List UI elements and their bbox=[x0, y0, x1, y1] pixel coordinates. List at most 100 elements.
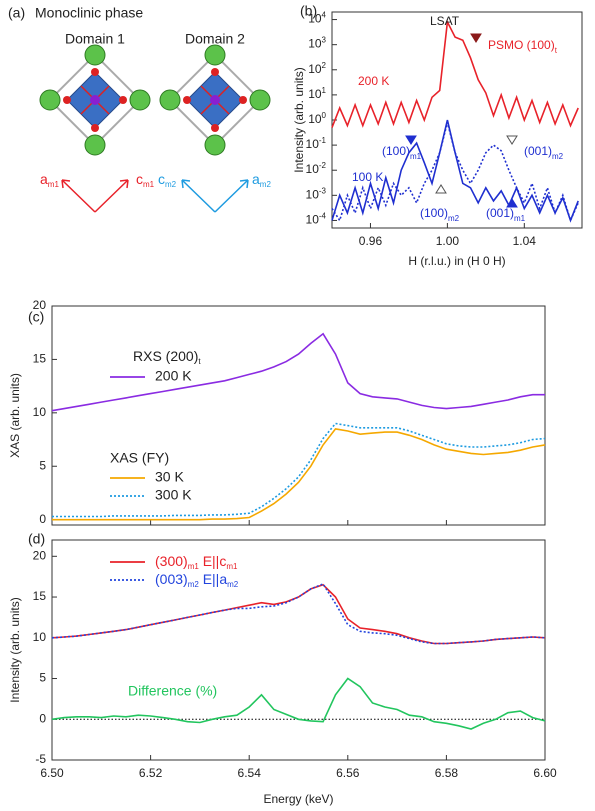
legend-label: 300 K bbox=[155, 487, 192, 503]
annotation: PSMO (100)t bbox=[488, 38, 558, 54]
y-tick-label: 15 bbox=[33, 589, 47, 603]
x-tick-label: 1.04 bbox=[513, 234, 537, 248]
legend-label: 200 K bbox=[155, 368, 192, 384]
domain-2-axes bbox=[181, 179, 249, 213]
legend-label-part: (003) bbox=[155, 571, 188, 587]
data-line bbox=[51, 583, 546, 645]
y-tick-label-part: 10 bbox=[308, 12, 322, 26]
axis-label-part: c bbox=[136, 171, 143, 187]
y-tick-label-part: 0 bbox=[322, 111, 327, 120]
y-tick-label: 15 bbox=[33, 352, 47, 366]
axis-label: cm1 bbox=[136, 171, 155, 189]
x-tick-label: 6.54 bbox=[238, 766, 262, 780]
panel-label: (c) bbox=[28, 309, 44, 325]
y-tick-label: 10-3 bbox=[306, 186, 327, 202]
legend-title: RXS (200)t bbox=[133, 348, 201, 366]
y-tick-label: 10-4 bbox=[306, 211, 327, 227]
annotation-part: (100) bbox=[382, 144, 410, 158]
chart-panel bbox=[51, 305, 546, 526]
legend-label: 30 K bbox=[155, 469, 184, 485]
data-line bbox=[51, 677, 546, 730]
y-axis-title: XAS (arb. units) bbox=[8, 373, 22, 458]
annotation: LSAT bbox=[430, 14, 460, 28]
y-tick-label-part: 10 bbox=[306, 213, 320, 227]
data-line bbox=[52, 422, 546, 518]
x-tick-label: 6.60 bbox=[533, 766, 557, 780]
y-tick-label: 5 bbox=[39, 458, 46, 472]
y-tick-label-part: 1 bbox=[322, 85, 327, 94]
y-tick-label: -5 bbox=[35, 752, 46, 766]
x-tick-label: 1.00 bbox=[436, 234, 460, 248]
y-tick-label-part: -1 bbox=[319, 136, 327, 145]
data-line bbox=[331, 122, 579, 223]
panel-label: (a) bbox=[8, 5, 25, 21]
axis-label: cm2 bbox=[158, 171, 177, 189]
panel-a-title: Monoclinic phase bbox=[35, 5, 143, 21]
y-tick-label: 101 bbox=[308, 85, 326, 101]
peak-marker bbox=[405, 135, 417, 145]
annotation-part: m1 bbox=[410, 152, 422, 161]
domain-2-structure bbox=[159, 44, 271, 156]
axis-label-part: a bbox=[40, 171, 48, 187]
annotation-part: t bbox=[555, 46, 558, 55]
annotation: (001)m2 bbox=[524, 144, 564, 160]
legend-label: (300)m1 E||cm1 bbox=[155, 553, 238, 571]
annotation-part: (001) bbox=[486, 206, 514, 220]
series-label: Difference (%) bbox=[128, 683, 217, 699]
data-line bbox=[51, 332, 545, 412]
legend-label-part: m2 bbox=[227, 580, 239, 589]
legend-label-part: E||c bbox=[199, 553, 227, 569]
chart-panel bbox=[331, 11, 583, 229]
panel-label: (d) bbox=[28, 531, 45, 547]
annotation: (100)m1 bbox=[382, 144, 422, 160]
y-tick-label: 0 bbox=[39, 711, 46, 725]
domain-name: Domain 2 bbox=[185, 31, 245, 47]
y-tick-label-part: 2 bbox=[322, 60, 327, 69]
axis-label-part: c bbox=[158, 171, 165, 187]
legend-title: XAS (FY) bbox=[110, 450, 169, 466]
data-line bbox=[52, 428, 546, 521]
x-tick-label: 0.96 bbox=[359, 234, 383, 248]
series-label: 200 K bbox=[358, 74, 389, 88]
y-tick-label: 10-1 bbox=[306, 136, 327, 152]
plot-frame bbox=[51, 539, 546, 761]
y-tick-label-part: 4 bbox=[322, 10, 327, 19]
y-tick-label: 20 bbox=[33, 548, 47, 562]
axis-label: am2 bbox=[252, 171, 271, 189]
domain-1-axes bbox=[61, 179, 129, 213]
chart-panel bbox=[51, 539, 546, 761]
legend-label-part: E||a bbox=[199, 571, 228, 587]
domain-1-structure bbox=[39, 44, 151, 156]
plot-frame bbox=[51, 305, 546, 526]
x-tick-label: 6.56 bbox=[336, 766, 360, 780]
annotation-part: m2 bbox=[552, 152, 564, 161]
annotation: (001)m1 bbox=[486, 206, 526, 222]
peak-marker bbox=[506, 198, 518, 208]
y-tick-label-part: -4 bbox=[319, 211, 327, 220]
axis-label-part: a bbox=[252, 171, 260, 187]
axis-label-part: m1 bbox=[48, 180, 60, 189]
series-label: 100 K bbox=[352, 170, 383, 184]
annotation-part: m1 bbox=[514, 214, 526, 223]
y-tick-label-part: 10 bbox=[306, 188, 320, 202]
domain-name: Domain 1 bbox=[65, 31, 125, 47]
y-tick-label-part: 10 bbox=[308, 112, 322, 126]
x-tick-label: 6.50 bbox=[40, 766, 64, 780]
x-tick-label: 6.52 bbox=[139, 766, 163, 780]
y-tick-label: 102 bbox=[308, 60, 326, 76]
y-tick-label-part: 10 bbox=[308, 62, 322, 76]
y-tick-label-part: 3 bbox=[322, 35, 327, 44]
legend-label-part: m1 bbox=[188, 562, 200, 571]
peak-marker bbox=[506, 135, 518, 145]
y-tick-label: 100 bbox=[308, 111, 326, 127]
axis-label-part: m2 bbox=[165, 180, 177, 189]
y-tick-label-part: 10 bbox=[306, 162, 320, 176]
y-tick-label-part: -3 bbox=[319, 186, 327, 195]
data-line bbox=[331, 19, 579, 128]
y-tick-label: 20 bbox=[33, 298, 47, 312]
annotation-part: (100) bbox=[420, 206, 448, 220]
y-axis-title: Intensity (arb. units) bbox=[8, 597, 22, 702]
y-tick-label: 0 bbox=[39, 512, 46, 526]
annotation-part: (001) bbox=[524, 144, 552, 158]
